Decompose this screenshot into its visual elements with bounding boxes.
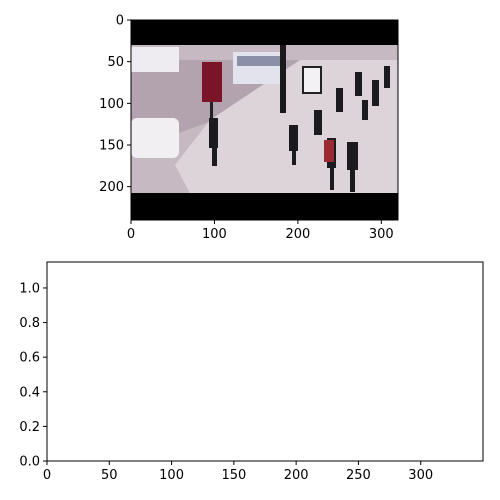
bus-left — [131, 47, 179, 72]
empty-axes: 0 50 100 150 200 250 300 0.0 0.2 0.4 0.6 0.8 1.0 — [19, 262, 483, 483]
x-tick-label: 0 — [127, 227, 135, 242]
letterbox-top — [131, 20, 398, 45]
x-tick-label: 50 — [101, 468, 118, 483]
image-axes: 0 100 200 300 0 50 100 150 200 — [99, 14, 398, 243]
street-scene-image — [131, 20, 398, 220]
pedestrian-red-coat — [324, 140, 334, 162]
y-tick-label: 0.6 — [19, 351, 40, 366]
x-tick-label: 200 — [285, 227, 310, 242]
plot-area — [47, 262, 483, 461]
x-tick-label: 100 — [159, 468, 184, 483]
y-tick-label: 0.0 — [19, 455, 40, 470]
street-sign — [202, 62, 222, 102]
x-tick-label: 0 — [43, 468, 51, 483]
y-tick-label: 50 — [107, 55, 124, 70]
y-tick-label: 0.4 — [19, 385, 40, 400]
y-tick-label: 1.0 — [19, 281, 40, 296]
car-left — [131, 118, 179, 158]
x-tick-label: 200 — [284, 468, 309, 483]
x-tick-label: 100 — [202, 227, 227, 242]
x-tick-label: 300 — [369, 227, 394, 242]
y-tick-label: 100 — [99, 97, 124, 112]
x-tick-label: 250 — [346, 468, 371, 483]
kiosk — [303, 67, 321, 93]
y-tick-label: 0 — [116, 14, 124, 29]
lamp-post — [280, 45, 286, 113]
x-tick-label: 300 — [408, 468, 433, 483]
letterbox-bottom — [131, 193, 398, 220]
y-tick-label: 200 — [99, 180, 124, 195]
y-tick-label: 0.2 — [19, 420, 40, 435]
x-tick-label: 150 — [221, 468, 246, 483]
bus-center-windows — [237, 56, 281, 66]
y-tick-label: 0.8 — [19, 316, 40, 331]
y-tick-label: 150 — [99, 139, 124, 154]
